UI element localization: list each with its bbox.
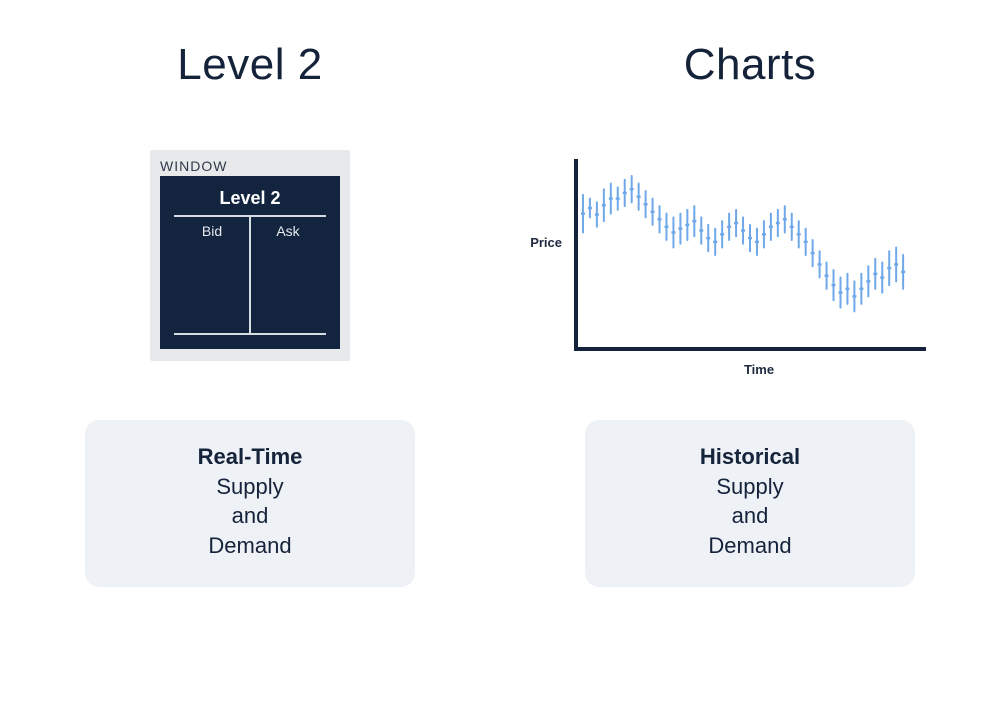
ask-header: Ask bbox=[250, 217, 326, 245]
left-title: Level 2 bbox=[177, 40, 322, 90]
bid-ask-header: Bid Ask bbox=[174, 215, 326, 245]
bid-ask-body bbox=[174, 245, 326, 335]
ask-cells bbox=[250, 245, 326, 333]
infographic-root: Level 2 WINDOW Level 2 Bid Ask bbox=[0, 0, 1000, 702]
window-inner-title: Level 2 bbox=[174, 184, 326, 215]
x-axis-label: Time bbox=[744, 362, 774, 377]
level2-illustration: WINDOW Level 2 Bid Ask bbox=[150, 140, 350, 370]
caption-line: Historical bbox=[595, 442, 905, 472]
chart-svg bbox=[570, 155, 930, 355]
right-caption: Historical Supply and Demand bbox=[585, 420, 915, 587]
caption-line: and bbox=[595, 501, 905, 531]
right-column: Charts Price Time Historical Supply and … bbox=[500, 0, 1000, 702]
body-divider bbox=[249, 245, 251, 333]
chart-illustration: Price Time bbox=[570, 140, 930, 370]
caption-line: Real-Time bbox=[95, 442, 405, 472]
window-outer: WINDOW Level 2 Bid Ask bbox=[150, 150, 350, 361]
bid-header: Bid bbox=[174, 217, 250, 245]
caption-line: and bbox=[95, 501, 405, 531]
caption-line: Demand bbox=[595, 531, 905, 561]
column-divider bbox=[249, 217, 251, 245]
window-outer-label: WINDOW bbox=[160, 158, 340, 174]
caption-line: Demand bbox=[95, 531, 405, 561]
caption-line: Supply bbox=[95, 472, 405, 502]
right-title: Charts bbox=[684, 40, 817, 90]
bid-cells bbox=[174, 245, 250, 333]
caption-line: Supply bbox=[595, 472, 905, 502]
price-time-chart: Price Time bbox=[570, 155, 930, 355]
y-axis-label: Price bbox=[530, 235, 562, 250]
left-caption: Real-Time Supply and Demand bbox=[85, 420, 415, 587]
window-inner: Level 2 Bid Ask bbox=[160, 176, 340, 349]
left-column: Level 2 WINDOW Level 2 Bid Ask bbox=[0, 0, 500, 702]
